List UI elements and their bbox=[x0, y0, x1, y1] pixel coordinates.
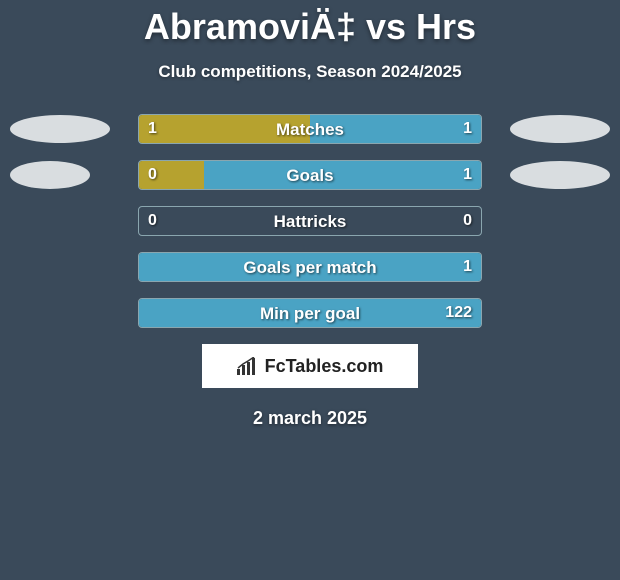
team-logo-left bbox=[10, 161, 90, 189]
stat-value-right: 1 bbox=[453, 252, 482, 282]
stat-value-right: 1 bbox=[453, 114, 482, 144]
team-logo-right bbox=[510, 161, 610, 189]
stat-row: Goals0 1 bbox=[0, 160, 620, 190]
stat-value-right: 0 bbox=[453, 206, 482, 236]
stat-row: Goals per match1 bbox=[0, 252, 620, 282]
stat-bar: Min per goal bbox=[138, 298, 482, 328]
page-title: AbramoviÄ‡ vs Hrs bbox=[0, 0, 620, 48]
stat-label: Goals per match bbox=[139, 253, 481, 281]
stat-value-left: 1 bbox=[138, 114, 167, 144]
stat-value-right: 122 bbox=[435, 298, 482, 328]
stat-row: Matches1 1 bbox=[0, 114, 620, 144]
stat-label: Min per goal bbox=[139, 299, 481, 327]
stat-value-left: 0 bbox=[138, 206, 167, 236]
date-text: 2 march 2025 bbox=[0, 408, 620, 429]
stat-bar: Matches bbox=[138, 114, 482, 144]
stats-container: Matches11Goals01Hattricks00Goals per mat… bbox=[0, 114, 620, 328]
chart-icon bbox=[237, 357, 259, 375]
team-logo-right bbox=[510, 115, 610, 143]
stat-value-left bbox=[138, 252, 158, 282]
stat-label: Goals bbox=[139, 161, 481, 189]
stat-bar: Hattricks bbox=[138, 206, 482, 236]
stat-value-left bbox=[138, 298, 158, 328]
brand-badge: FcTables.com bbox=[202, 344, 418, 388]
stat-bar: Goals per match bbox=[138, 252, 482, 282]
stat-label: Matches bbox=[139, 115, 481, 143]
brand-text: FcTables.com bbox=[265, 356, 384, 377]
stat-row: Hattricks0 0 bbox=[0, 206, 620, 236]
stat-row: Min per goal122 bbox=[0, 298, 620, 328]
stat-value-right: 1 bbox=[453, 160, 482, 190]
subtitle: Club competitions, Season 2024/2025 bbox=[0, 62, 620, 82]
stat-bar: Goals bbox=[138, 160, 482, 190]
team-logo-left bbox=[10, 115, 110, 143]
stat-value-left: 0 bbox=[138, 160, 167, 190]
stat-label: Hattricks bbox=[139, 207, 481, 235]
